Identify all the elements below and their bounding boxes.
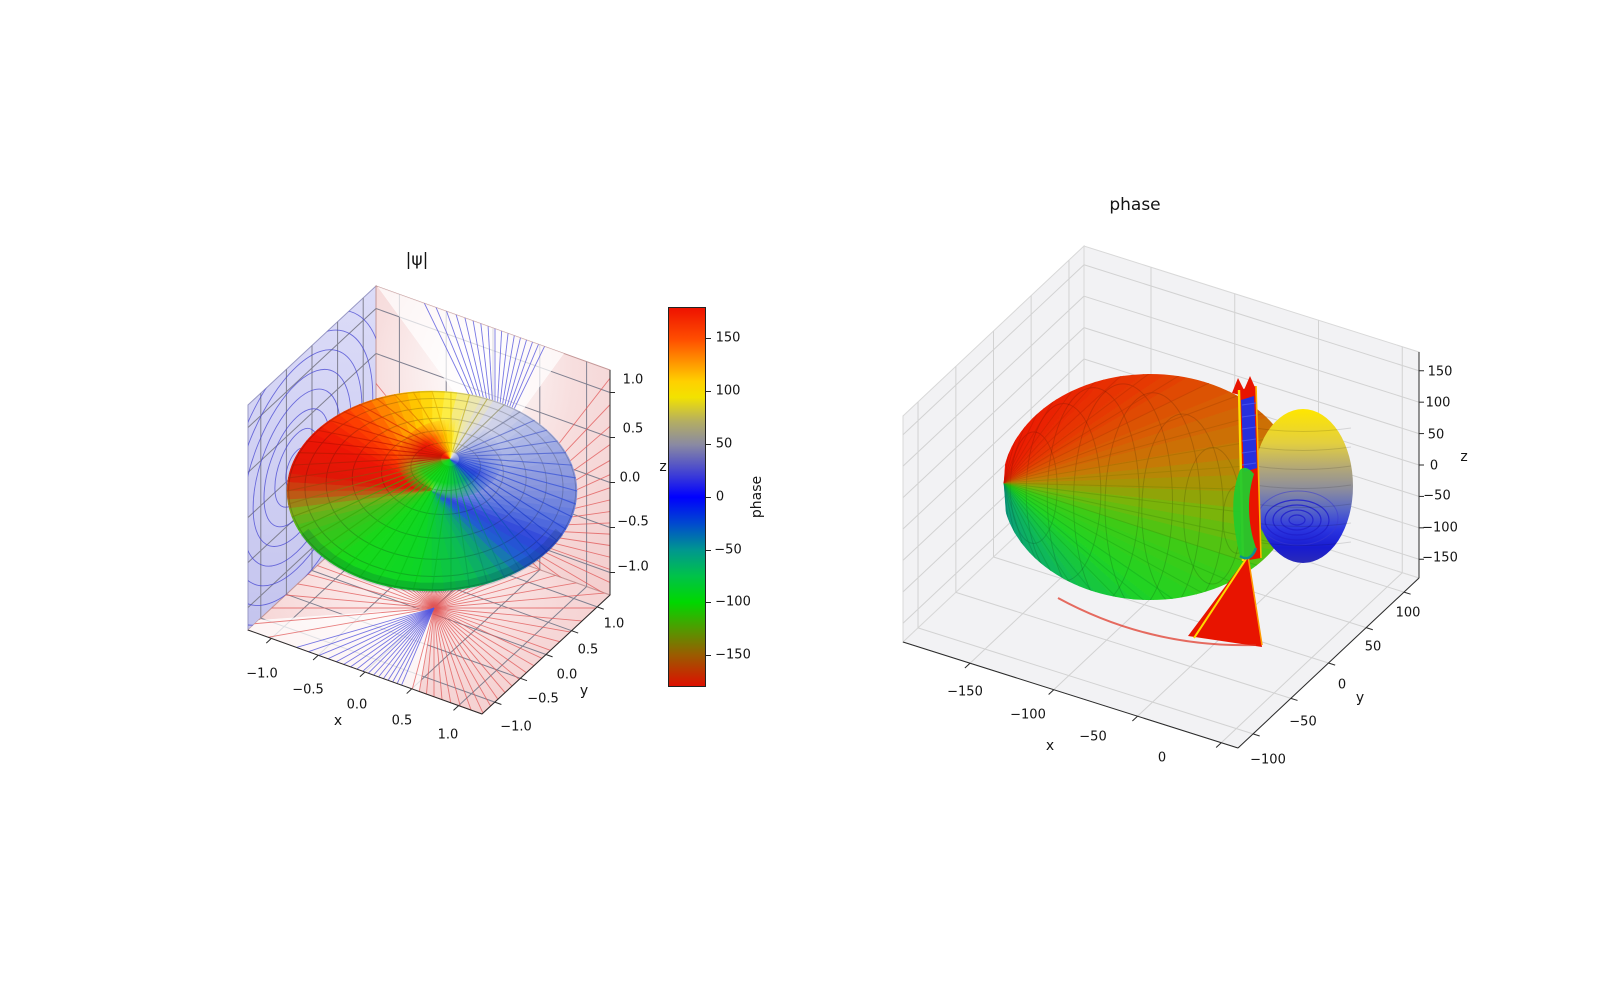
- left-y-axis-label: y: [579, 683, 589, 699]
- right-z-tick: −100: [1422, 520, 1458, 536]
- left-y-tick: 0.0: [556, 667, 578, 683]
- right-x-tick: 0: [1157, 750, 1167, 766]
- left-z-tick: 0.5: [622, 421, 644, 437]
- left-x-tick: 0.0: [346, 697, 368, 713]
- right-x-tick: −50: [1079, 729, 1107, 745]
- right-y-tick: −100: [1250, 752, 1286, 768]
- right-z-tick: −150: [1422, 550, 1458, 566]
- left-y-tick: −0.5: [527, 691, 559, 707]
- right-x-tick: −100: [1010, 707, 1046, 723]
- right-y-axis-label: y: [1355, 690, 1365, 706]
- colorbar-tick-mark: [706, 338, 711, 339]
- left-plot-title: |ψ|: [405, 250, 429, 270]
- colorbar-tick: 150: [715, 330, 741, 346]
- colorbar-tick: 0: [715, 489, 725, 505]
- right-z-tick: 50: [1427, 427, 1445, 443]
- right-x-tick: −150: [947, 684, 983, 700]
- right-y-tick: 0: [1337, 677, 1347, 693]
- colorbar-tick-mark: [706, 602, 711, 603]
- phase-colorbar: [668, 307, 706, 687]
- right-plot-title: phase: [1109, 195, 1161, 215]
- left-y-tick: −1.0: [500, 719, 532, 735]
- colorbar-tick: 50: [715, 436, 733, 452]
- left-z-axis-label: z: [659, 459, 667, 475]
- colorbar-label: phase: [749, 475, 765, 519]
- left-x-tick: −1.0: [246, 666, 278, 682]
- right-y-tick: 100: [1395, 605, 1421, 621]
- left-z-tick: 1.0: [622, 372, 644, 388]
- left-x-tick: 0.5: [391, 713, 413, 729]
- left-z-tick: 0.0: [619, 470, 641, 486]
- right-z-axis-label: z: [1460, 449, 1468, 465]
- colorbar-tick-mark: [706, 655, 711, 656]
- right-z-tick: 100: [1425, 395, 1451, 411]
- left-y-tick: 1.0: [603, 616, 625, 632]
- colorbar-tick-mark: [706, 444, 711, 445]
- right-z-tick: −50: [1423, 488, 1451, 504]
- colorbar-tick-mark: [706, 550, 711, 551]
- colorbar-tick: −50: [714, 542, 742, 558]
- left-x-tick: 1.0: [437, 727, 459, 743]
- right-z-tick: 0: [1429, 458, 1439, 474]
- colorbar-tick-mark: [706, 497, 711, 498]
- left-z-tick: −1.0: [617, 559, 649, 575]
- colorbar-tick: −100: [715, 594, 751, 610]
- colorbar-tick: 100: [715, 383, 741, 399]
- right-y-tick: −50: [1289, 714, 1317, 730]
- right-y-tick: 50: [1364, 639, 1382, 655]
- colorbar-tick: −150: [715, 647, 751, 663]
- right-x-axis-label: x: [1045, 738, 1055, 754]
- colorbar-tick-mark: [706, 391, 711, 392]
- left-x-tick: −0.5: [292, 682, 324, 698]
- left-z-tick: −0.5: [617, 514, 649, 530]
- left-x-axis-label: x: [333, 713, 343, 729]
- right-z-tick: 150: [1427, 364, 1453, 380]
- left-y-tick: 0.5: [577, 642, 599, 658]
